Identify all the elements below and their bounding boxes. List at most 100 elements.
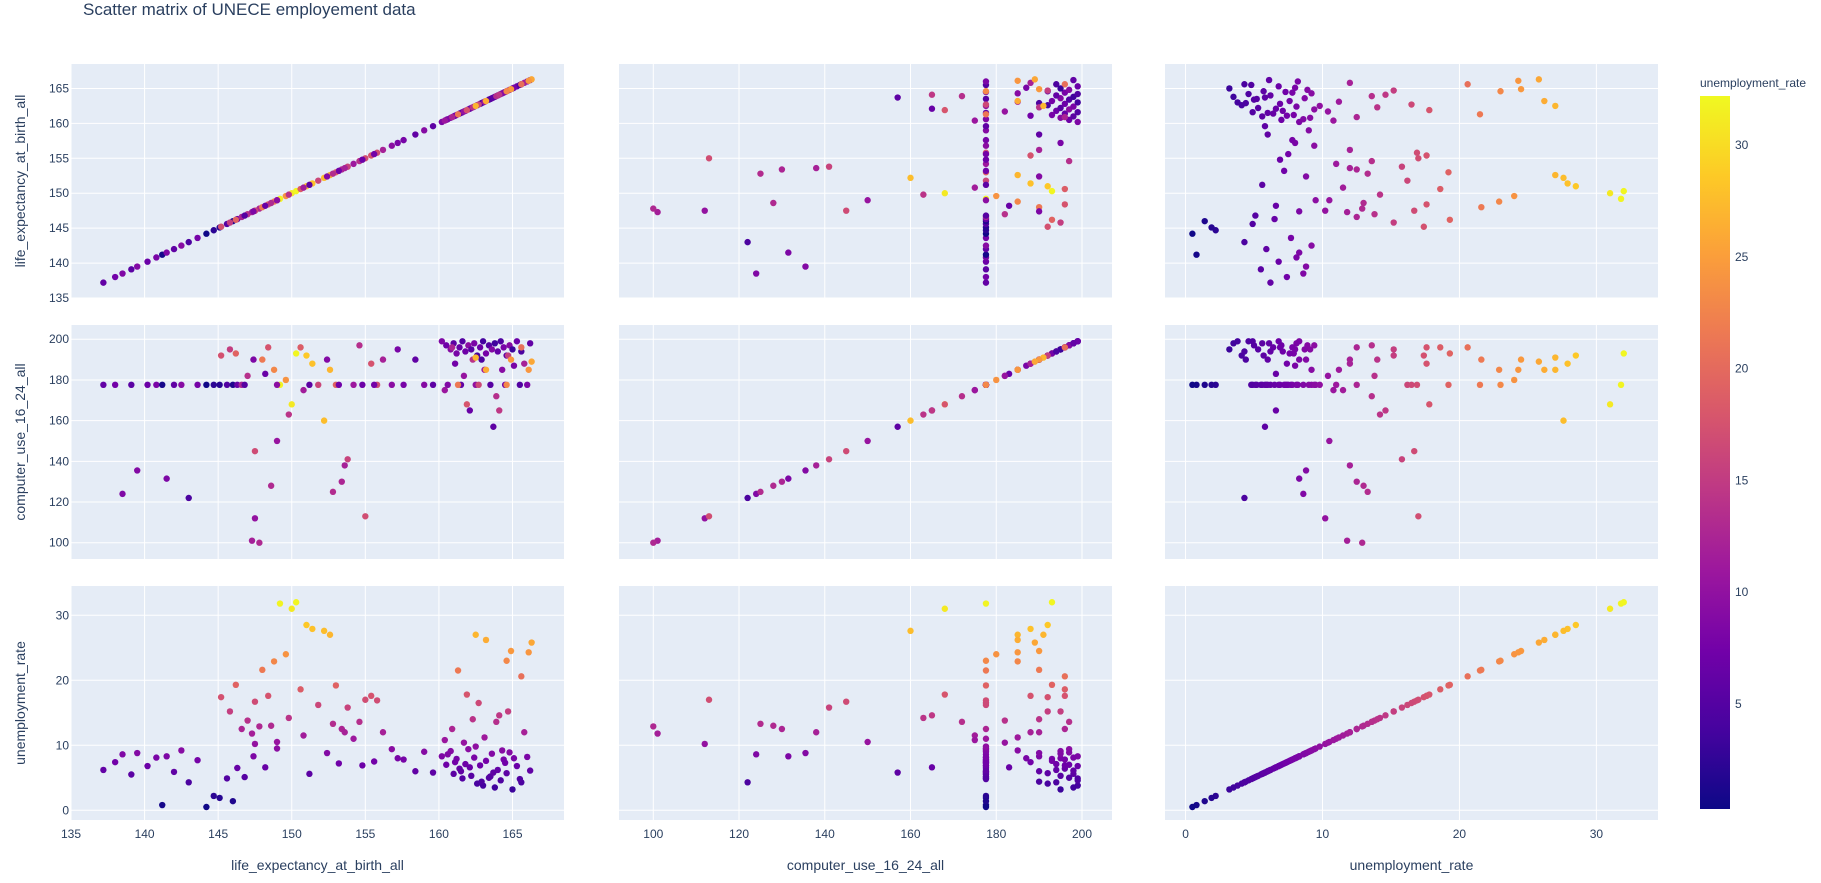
data-point[interactable] [1074,90,1081,98]
data-point[interactable] [463,401,471,408]
data-point[interactable] [159,801,166,809]
data-point[interactable] [1346,729,1354,736]
data-point[interactable] [1353,478,1360,485]
data-point[interactable] [1261,122,1269,130]
data-point[interactable] [1035,729,1043,736]
data-point[interactable] [1057,104,1064,112]
data-point[interactable] [1408,699,1415,707]
data-point[interactable] [982,266,990,273]
data-point[interactable] [1074,118,1081,126]
data-point[interactable] [1074,762,1081,770]
data-point[interactable] [469,716,476,723]
data-point[interactable] [1061,344,1069,351]
data-point[interactable] [1283,360,1291,367]
data-point[interactable] [1541,366,1548,373]
data-point[interactable] [1326,197,1333,204]
data-point[interactable] [1276,156,1284,163]
data-point[interactable] [907,417,914,424]
data-point[interactable] [1014,90,1021,97]
data-point[interactable] [1061,113,1069,121]
data-point[interactable] [928,105,936,112]
data-point[interactable] [1275,338,1282,345]
data-point[interactable] [1374,356,1381,363]
data-point[interactable] [507,647,515,655]
data-point[interactable] [1031,358,1039,365]
data-point[interactable] [982,768,990,775]
data-point[interactable] [1048,111,1056,119]
data-point[interactable] [498,747,506,754]
data-point[interactable] [1053,92,1060,99]
data-point[interactable] [982,600,990,607]
data-point[interactable] [1230,93,1237,101]
data-point[interactable] [1293,254,1300,261]
data-point[interactable] [1276,344,1284,351]
data-point[interactable] [429,381,437,389]
data-point[interactable] [1061,673,1069,680]
data-point[interactable] [1040,631,1047,638]
data-point[interactable] [1478,356,1485,363]
data-point[interactable] [370,758,378,765]
data-point[interactable] [368,692,375,700]
data-point[interactable] [778,478,786,485]
data-point[interactable] [1275,258,1282,265]
data-point[interactable] [100,766,107,774]
data-point[interactable] [1057,139,1064,147]
data-point[interactable] [475,699,482,707]
data-point[interactable] [802,467,809,474]
data-point[interactable] [493,393,500,400]
data-point[interactable] [494,348,501,355]
data-point[interactable] [1304,342,1311,349]
data-point[interactable] [251,515,259,522]
data-point[interactable] [1267,279,1274,286]
data-point[interactable] [1368,342,1375,349]
data-point[interactable] [1254,104,1262,112]
data-point[interactable] [217,693,225,701]
data-point[interactable] [1420,223,1428,230]
data-point[interactable] [1335,366,1343,373]
data-point[interactable] [518,673,525,680]
data-point[interactable] [497,338,504,345]
data-point[interactable] [843,207,850,214]
data-point[interactable] [262,764,269,771]
data-point[interactable] [813,462,820,469]
data-point[interactable] [1497,657,1504,664]
data-point[interactable] [958,92,966,100]
data-point[interactable] [1423,344,1430,351]
data-point[interactable] [323,356,331,363]
data-point[interactable] [1248,775,1255,783]
data-point[interactable] [267,722,275,729]
data-point[interactable] [1252,212,1259,219]
data-point[interactable] [482,757,490,765]
data-point[interactable] [513,338,521,345]
data-point[interactable] [1346,79,1354,87]
data-point[interactable] [1074,108,1081,116]
data-point[interactable] [1257,266,1265,273]
data-point[interactable] [303,621,310,629]
data-point[interactable] [1296,208,1303,215]
data-point[interactable] [394,755,401,762]
data-point[interactable] [468,772,475,779]
data-point[interactable] [153,381,160,389]
data-point[interactable] [982,803,990,811]
data-point[interactable] [412,131,419,138]
data-point[interactable] [1398,704,1406,711]
data-point[interactable] [256,539,263,546]
data-point[interactable] [1308,366,1315,373]
data-point[interactable] [982,699,990,707]
data-point[interactable] [429,122,437,130]
data-point[interactable] [1035,146,1043,154]
data-point[interactable] [982,167,990,175]
data-point[interactable] [982,156,990,163]
data-point[interactable] [1324,372,1332,380]
data-point[interactable] [1061,201,1069,208]
data-point[interactable] [234,381,241,389]
data-point[interactable] [1552,366,1559,373]
data-point[interactable] [1305,381,1312,389]
data-point[interactable] [1411,447,1418,455]
data-point[interactable] [300,184,307,191]
data-point[interactable] [1353,725,1360,733]
data-point[interactable] [1359,539,1366,546]
data-point[interactable] [1253,95,1260,103]
data-point[interactable] [306,770,313,778]
data-point[interactable] [982,725,990,733]
